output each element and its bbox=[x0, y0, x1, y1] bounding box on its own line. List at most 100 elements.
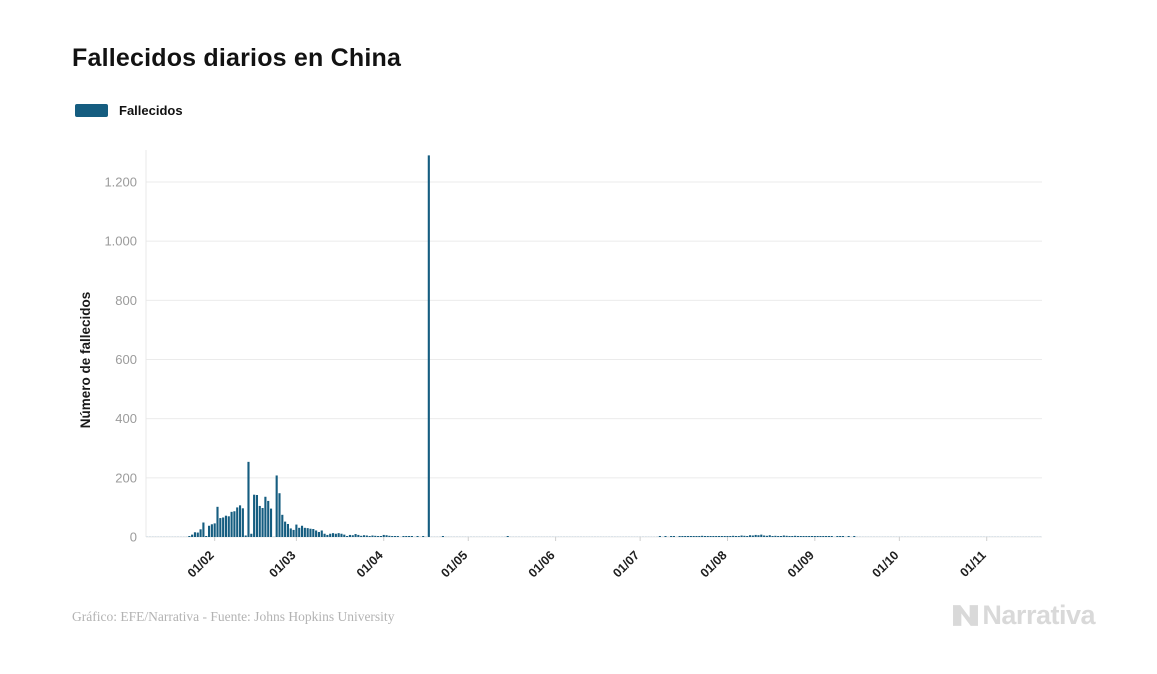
bar bbox=[264, 496, 267, 537]
bar bbox=[836, 536, 839, 537]
bar-zero bbox=[872, 536, 876, 537]
bar bbox=[343, 534, 346, 537]
bar-zero bbox=[182, 536, 185, 537]
bar bbox=[213, 523, 216, 537]
bar bbox=[320, 530, 323, 537]
bar bbox=[337, 533, 340, 537]
bar-zero bbox=[926, 536, 929, 537]
bar-zero bbox=[185, 536, 188, 537]
x-tick-label: 01/07 bbox=[610, 548, 642, 580]
chart-title: Fallecidos diarios en China bbox=[72, 44, 402, 72]
bar bbox=[408, 536, 411, 537]
bar bbox=[205, 536, 208, 537]
bar bbox=[729, 536, 732, 537]
bar-zero bbox=[526, 536, 529, 537]
bar-zero bbox=[560, 536, 563, 537]
bar-zero bbox=[565, 536, 568, 537]
bar bbox=[825, 536, 828, 537]
bar-zero bbox=[436, 536, 439, 537]
bar bbox=[720, 536, 723, 537]
y-tick-label: 200 bbox=[115, 470, 137, 485]
bar-zero bbox=[1027, 536, 1031, 537]
bar bbox=[334, 533, 337, 537]
bar-zero bbox=[563, 536, 566, 537]
bar-zero bbox=[887, 536, 890, 537]
y-axis-title: Número de fallecidos bbox=[78, 292, 93, 429]
bar bbox=[684, 536, 687, 537]
bar-zero bbox=[501, 536, 504, 537]
bar bbox=[723, 536, 726, 537]
bar bbox=[734, 536, 737, 537]
bar-zero bbox=[179, 536, 182, 537]
bar-zero bbox=[856, 536, 859, 537]
bar bbox=[253, 494, 256, 537]
bar bbox=[255, 494, 259, 537]
bar bbox=[813, 536, 816, 537]
bar-zero bbox=[901, 536, 904, 537]
bar-zero bbox=[991, 536, 994, 537]
x-tick-label: 01/10 bbox=[870, 548, 902, 580]
bar-zero bbox=[909, 536, 912, 537]
bar-zero bbox=[915, 536, 918, 537]
bar bbox=[374, 535, 377, 537]
bar-zero bbox=[957, 536, 960, 537]
bar bbox=[822, 536, 825, 537]
bar-zero bbox=[906, 536, 909, 537]
narrativa-logo-text: Narrativa bbox=[982, 600, 1095, 630]
bar-zero bbox=[450, 536, 453, 537]
bar-zero bbox=[165, 536, 168, 537]
bar-zero bbox=[624, 536, 628, 537]
bar-zero bbox=[461, 536, 464, 537]
bar-zero bbox=[1002, 536, 1005, 537]
bar bbox=[393, 536, 397, 537]
bar-zero bbox=[968, 536, 971, 537]
bar-zero bbox=[1036, 536, 1039, 537]
bar bbox=[323, 533, 326, 537]
bar-zero bbox=[1008, 536, 1011, 537]
bar-zero bbox=[481, 536, 484, 537]
bar-zero bbox=[512, 536, 515, 537]
bar-zero bbox=[472, 536, 475, 537]
bar bbox=[760, 534, 763, 537]
bar-zero bbox=[588, 536, 591, 537]
bar-zero bbox=[858, 536, 861, 537]
bar-zero bbox=[985, 536, 988, 537]
bar-zero bbox=[540, 536, 543, 537]
bar-zero bbox=[892, 536, 895, 537]
legend-label: Fallecidos bbox=[119, 103, 183, 118]
bar-zero bbox=[653, 536, 656, 537]
x-tick-label: 01/08 bbox=[698, 548, 730, 580]
bar-zero bbox=[176, 536, 180, 537]
bar-zero bbox=[884, 536, 887, 537]
x-tick-label: 01/04 bbox=[354, 548, 386, 580]
bar bbox=[658, 536, 661, 537]
bar-zero bbox=[951, 536, 954, 537]
bar-zero bbox=[977, 536, 980, 537]
bar-zero bbox=[582, 536, 585, 537]
bar-zero bbox=[464, 536, 467, 537]
bar-zero bbox=[650, 536, 653, 537]
bar-zero bbox=[999, 536, 1002, 537]
bar-zero bbox=[498, 536, 501, 537]
bar-zero bbox=[1022, 536, 1025, 537]
bar bbox=[788, 536, 791, 537]
bar-zero bbox=[1016, 536, 1019, 537]
bar bbox=[312, 529, 315, 537]
bar bbox=[286, 523, 289, 537]
bar bbox=[717, 536, 721, 537]
narrativa-logo: Narrativa bbox=[952, 600, 1095, 631]
bar bbox=[241, 508, 244, 537]
bar bbox=[743, 535, 746, 537]
bar bbox=[698, 536, 701, 537]
bar bbox=[331, 533, 335, 537]
bar bbox=[244, 535, 247, 537]
bar bbox=[278, 493, 281, 537]
bar bbox=[422, 536, 425, 537]
bar-zero bbox=[608, 536, 611, 537]
bar bbox=[207, 525, 211, 537]
bar bbox=[441, 536, 444, 537]
bar-zero bbox=[548, 536, 552, 537]
bar-zero bbox=[627, 536, 630, 537]
y-tick-label: 1.000 bbox=[104, 234, 137, 249]
bar bbox=[275, 475, 278, 537]
